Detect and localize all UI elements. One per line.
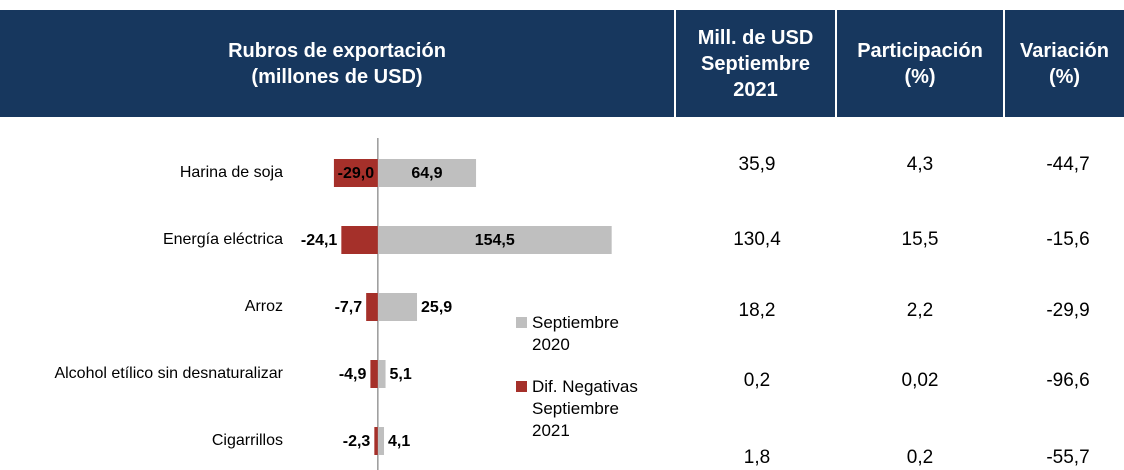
header-line: (%) — [904, 65, 936, 88]
table-cell: 2,2 — [906, 300, 934, 321]
column-header: Variación (%) — [1005, 10, 1124, 117]
legend-label: Dif. Negativas Septiembre 2021 — [532, 377, 638, 440]
legend-swatch — [516, 381, 527, 392]
header-line: Septiembre — [701, 52, 810, 75]
value-label: 25,9 — [421, 299, 452, 316]
value-label: -2,3 — [343, 433, 371, 450]
value-label: 64,9 — [411, 165, 442, 182]
value-label: -7,7 — [335, 299, 363, 316]
table-cell: 0,2 — [906, 447, 934, 468]
bar — [377, 159, 477, 187]
bar — [374, 427, 378, 455]
value-label: -29,0 — [338, 165, 375, 182]
chart-title: Rubros de exportación (millones de USD) — [0, 10, 674, 117]
category-label: Energía eléctrica — [163, 231, 283, 248]
header-line: 2021 — [733, 78, 778, 101]
table-cell: 15,5 — [901, 229, 939, 250]
table-cell: 130,4 — [733, 229, 781, 250]
table-cell: -15,6 — [1046, 229, 1090, 250]
category-label: Harina de soja — [180, 164, 283, 181]
category-label: Cigarrillos — [212, 432, 283, 449]
header-line: (%) — [1048, 65, 1081, 88]
header-line: Participación — [857, 39, 983, 62]
table-cell: -44,7 — [1046, 154, 1090, 175]
table-cell: -29,9 — [1046, 300, 1090, 321]
value-label: -4,9 — [339, 366, 367, 383]
bar — [341, 226, 378, 254]
title-line: (millones de USD) — [251, 65, 423, 88]
value-label: 4,1 — [388, 433, 410, 450]
table-cell: 18,2 — [738, 300, 776, 321]
legend-swatch — [516, 317, 527, 328]
bar — [377, 360, 386, 388]
table-cell: 0,02 — [901, 370, 939, 391]
header-line: Mill. de USD — [697, 26, 814, 49]
bar — [333, 159, 378, 187]
value-label: 5,1 — [390, 366, 412, 383]
bar — [377, 427, 385, 455]
table-cell: 35,9 — [738, 154, 776, 175]
title-line: Rubros de exportación — [228, 39, 446, 62]
category-label: Alcohol etílico sin desnaturalizar — [54, 365, 283, 382]
value-label: 154,5 — [475, 232, 515, 249]
bar — [366, 293, 378, 321]
legend-label: Septiembre 2020 — [532, 313, 619, 354]
column-header: Participación (%) — [837, 10, 1003, 117]
bar — [377, 293, 418, 321]
bar — [377, 226, 612, 254]
header-line: Variación — [1020, 39, 1109, 62]
table-cell: 1,8 — [743, 447, 771, 468]
table-cell: 4,3 — [906, 154, 934, 175]
bar — [370, 360, 378, 388]
table-cell: -96,6 — [1046, 370, 1090, 391]
table-cell: 0,2 — [743, 370, 771, 391]
table-cell: -55,7 — [1046, 447, 1090, 468]
category-label: Arroz — [245, 298, 283, 315]
value-label: -24,1 — [301, 232, 338, 249]
column-header: Mill. de USD Septiembre 2021 — [676, 10, 835, 117]
